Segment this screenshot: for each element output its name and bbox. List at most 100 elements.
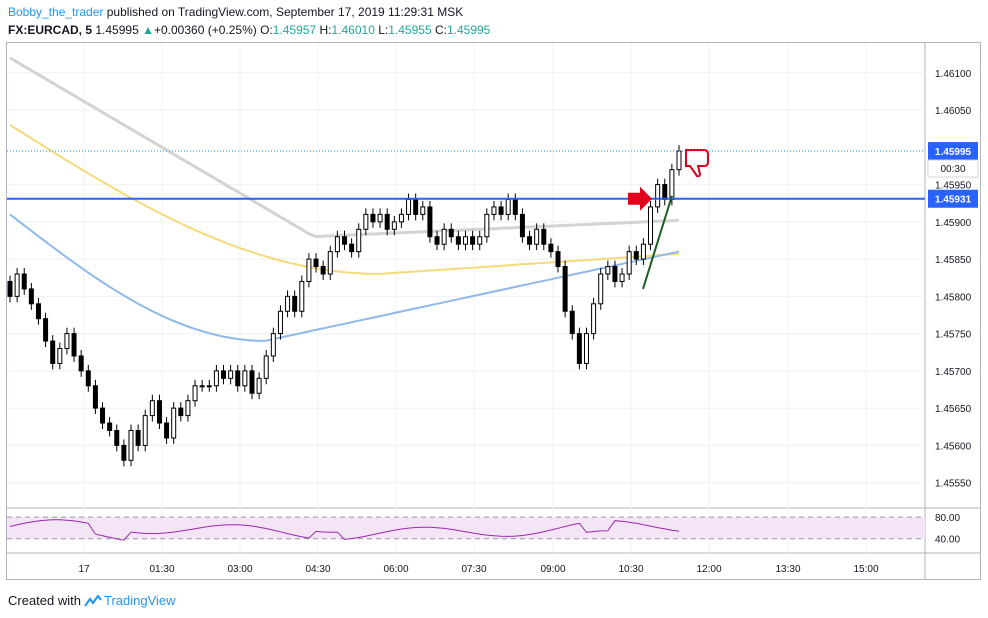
candle-body bbox=[185, 400, 191, 417]
candle-body bbox=[534, 228, 540, 245]
author-link[interactable]: Bobby_the_trader bbox=[8, 5, 104, 19]
candle-body bbox=[249, 370, 255, 394]
ohlc-header: FX:EURCAD, 5 1.45995 ▲+0.00360 (+0.25%) … bbox=[8, 23, 490, 37]
candle-body bbox=[285, 295, 291, 312]
candle-body bbox=[519, 213, 525, 238]
candle-body bbox=[320, 266, 326, 275]
candle-body bbox=[541, 228, 547, 245]
open-label: O: bbox=[260, 23, 273, 37]
candle-body bbox=[242, 370, 248, 387]
price-tick-label: 1.45850 bbox=[935, 255, 972, 266]
symbol-label: FX:EURCAD, 5 bbox=[8, 23, 93, 37]
candle-body bbox=[221, 370, 227, 379]
time-tick-label: 17 bbox=[78, 564, 90, 575]
candle-body bbox=[192, 385, 198, 402]
rsi-band bbox=[7, 517, 925, 539]
candle-body bbox=[363, 213, 369, 230]
candle-body bbox=[171, 407, 177, 439]
red-arrow-icon bbox=[628, 186, 652, 211]
candle-body bbox=[591, 303, 597, 335]
candle-body bbox=[92, 385, 98, 409]
change-up-icon: ▲ bbox=[142, 23, 154, 37]
footer: Created with TradingView bbox=[8, 593, 176, 610]
created-with-text: Created with bbox=[8, 593, 81, 608]
time-tick-label: 07:30 bbox=[461, 564, 486, 575]
candle-body bbox=[306, 258, 312, 282]
candle-body bbox=[270, 333, 276, 357]
candle-body bbox=[342, 236, 347, 245]
candle-body bbox=[441, 228, 447, 245]
time-tick-label: 12:00 bbox=[696, 564, 721, 575]
candle-body bbox=[14, 273, 20, 297]
candle-body bbox=[7, 280, 13, 297]
candle-body bbox=[648, 206, 654, 245]
candle-body bbox=[427, 206, 433, 238]
price-tick-label: 1.45650 bbox=[935, 404, 972, 415]
candle-body bbox=[527, 236, 533, 245]
candle-body bbox=[356, 228, 362, 253]
price-tick-label: 1.45750 bbox=[935, 330, 972, 341]
candle-body bbox=[626, 251, 632, 275]
candle-body bbox=[612, 266, 618, 282]
candle-body bbox=[619, 273, 625, 282]
candle-body bbox=[462, 236, 468, 245]
candle-body bbox=[598, 273, 604, 305]
candle-body bbox=[71, 333, 77, 357]
open-value: 1.45957 bbox=[272, 23, 317, 37]
candle-body bbox=[583, 333, 589, 364]
candle-body bbox=[398, 213, 404, 223]
countdown-label: 00:30 bbox=[940, 164, 965, 175]
candle-body bbox=[199, 385, 205, 388]
candle-body bbox=[349, 243, 355, 253]
candle-body bbox=[85, 370, 91, 387]
tradingview-link[interactable]: TradingView bbox=[103, 593, 176, 608]
time-tick-label: 10:30 bbox=[618, 564, 643, 575]
low-label: L: bbox=[378, 23, 389, 37]
candle-body bbox=[569, 310, 575, 335]
candle-body bbox=[292, 295, 298, 312]
time-tick-label: 09:00 bbox=[540, 564, 565, 575]
high-value: 1.46010 bbox=[331, 23, 375, 37]
candle-body bbox=[256, 377, 262, 394]
candle-body bbox=[100, 407, 106, 424]
time-tick-label: 03:00 bbox=[227, 564, 252, 575]
candle-body bbox=[370, 213, 376, 223]
candle-body bbox=[156, 400, 162, 424]
candle-body bbox=[327, 251, 333, 275]
time-tick-label: 13:30 bbox=[775, 564, 800, 575]
candle-body bbox=[213, 370, 219, 387]
candle-body bbox=[555, 251, 561, 268]
candle-body bbox=[235, 370, 241, 387]
candle-body bbox=[512, 198, 518, 215]
chart-frame[interactable] bbox=[6, 42, 981, 580]
rsi-tick-label: 40.00 bbox=[935, 535, 960, 546]
candle-body bbox=[142, 415, 148, 446]
last-price-label-bg bbox=[928, 142, 978, 161]
candle-body bbox=[149, 400, 155, 417]
candle-body bbox=[178, 407, 184, 417]
countdown-label-bg bbox=[927, 159, 979, 178]
candle-body bbox=[206, 385, 212, 388]
candle-body bbox=[484, 213, 490, 238]
ma-yellow-line bbox=[9, 124, 680, 275]
candle-body bbox=[676, 150, 682, 171]
candle-body bbox=[164, 422, 170, 439]
candle-body bbox=[448, 228, 454, 238]
candle-body bbox=[64, 333, 70, 350]
line-price-label: 1.45931 bbox=[935, 195, 972, 206]
time-tick-label: 06:00 bbox=[383, 564, 408, 575]
published-text: published on TradingView.com, September … bbox=[106, 5, 464, 19]
line-price-label-bg bbox=[928, 189, 978, 208]
candle-body bbox=[434, 236, 440, 245]
close-value: 1.45995 bbox=[446, 23, 491, 37]
candle-body bbox=[576, 333, 582, 364]
candle-body bbox=[78, 355, 84, 372]
candle-body bbox=[413, 198, 419, 215]
candle-body bbox=[50, 340, 56, 364]
candle-body bbox=[406, 198, 412, 215]
candle-body bbox=[313, 258, 319, 268]
candle-body bbox=[455, 236, 461, 245]
candle-body bbox=[605, 266, 611, 275]
ma-gray-line bbox=[9, 56, 680, 239]
